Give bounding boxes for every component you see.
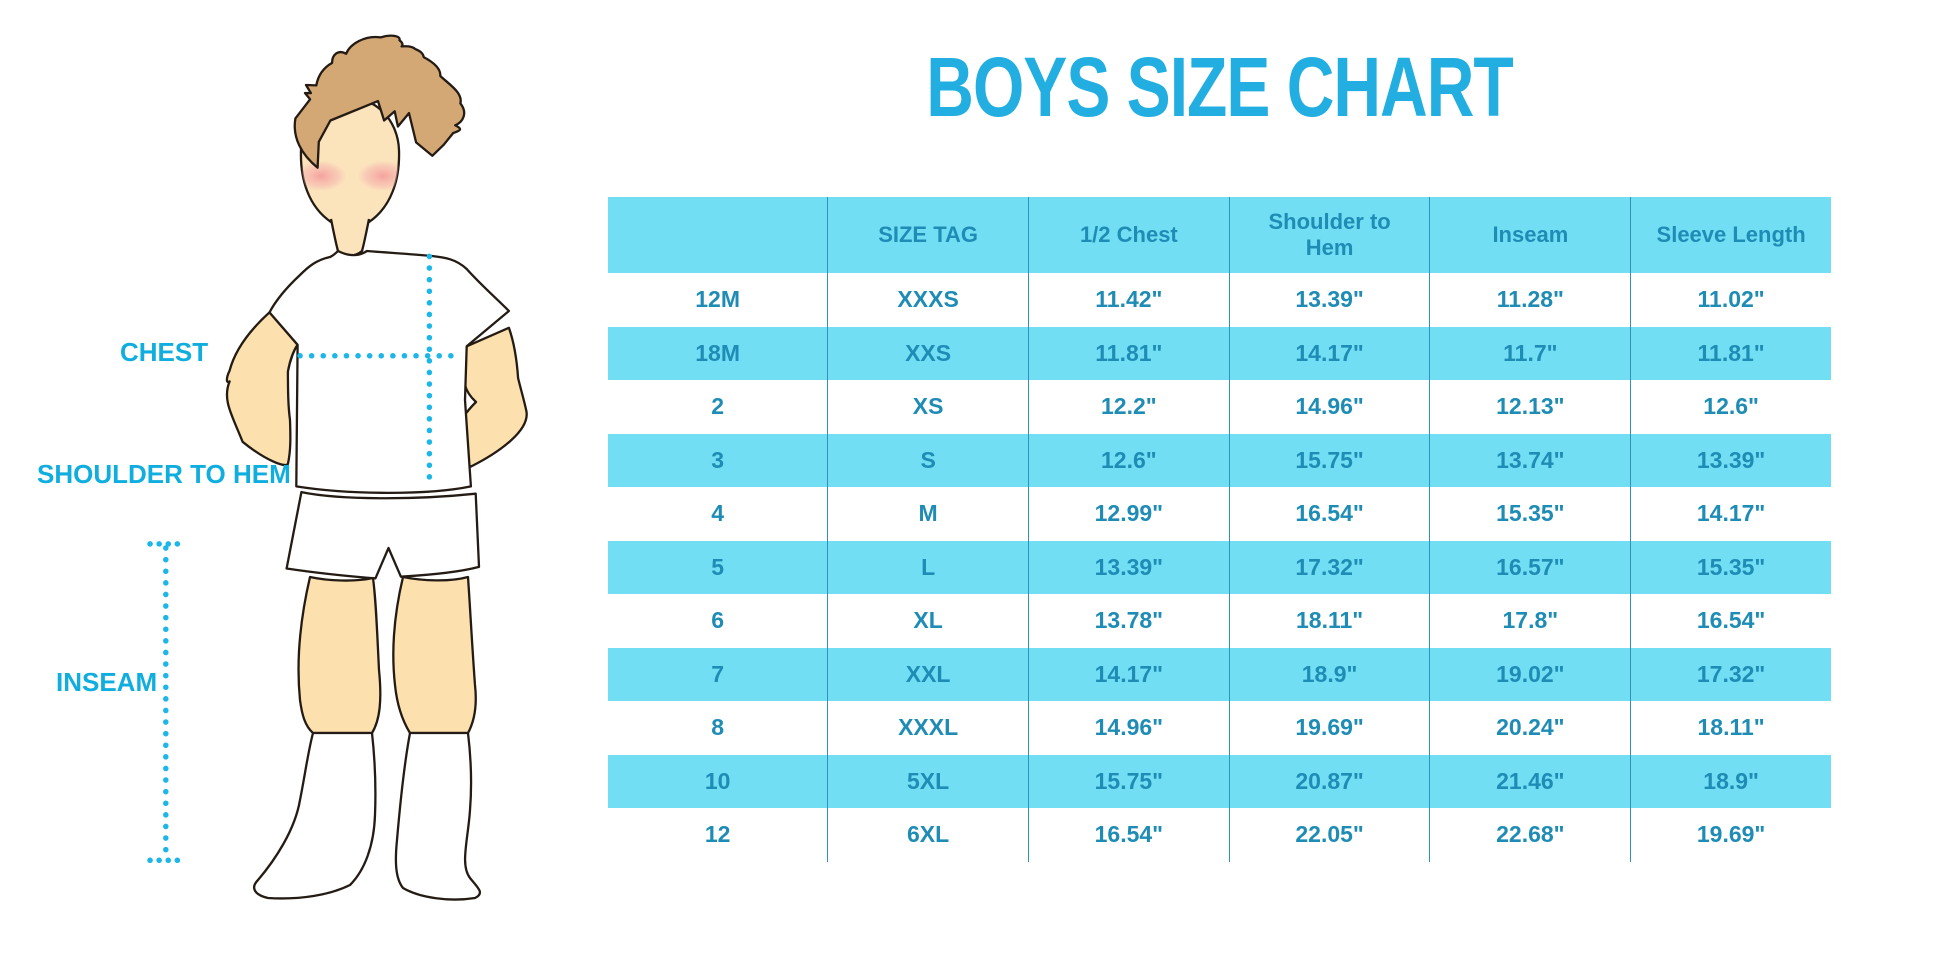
svg-text:INSEAM: INSEAM bbox=[56, 667, 157, 697]
svg-text:CHEST: CHEST bbox=[120, 337, 208, 367]
svg-text:SHOULDER TO HEM: SHOULDER TO HEM bbox=[37, 459, 291, 489]
